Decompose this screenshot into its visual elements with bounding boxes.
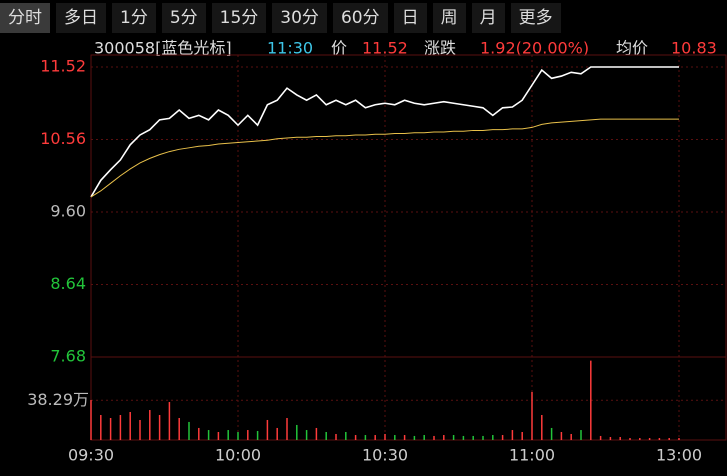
x-tick-label: 10:30 — [362, 446, 408, 465]
time: 11:30 — [267, 39, 313, 58]
tab[interactable]: 周 — [432, 3, 466, 33]
price-label: 价 — [331, 39, 347, 58]
plot-frame — [90, 54, 727, 441]
tab[interactable]: 5分 — [161, 3, 206, 33]
tab[interactable]: 月 — [471, 3, 505, 33]
x-tick-label: 13:00 — [656, 446, 702, 465]
tab[interactable]: 多日 — [56, 3, 106, 33]
tab[interactable]: 日 — [393, 3, 427, 33]
tab-bar: 分时 多日 1分 5分 15分 30分 60分日周月更多 — [0, 0, 727, 34]
tab[interactable]: 1分 — [112, 3, 156, 33]
tab[interactable]: 60分 — [332, 3, 388, 33]
price-line — [90, 118, 679, 198]
y-tick-label: 10.56 — [40, 129, 86, 148]
change: 1.92(20.00%) — [480, 39, 589, 58]
tab[interactable]: 更多 — [510, 3, 561, 33]
x-tick-label: 11:00 — [509, 446, 555, 465]
chart: 300058[蓝色光标] 11:30 价 11.52 涨跌 1.92(20.00… — [27, 39, 727, 465]
stock-code: 300058[蓝色光标] — [94, 39, 232, 58]
tab[interactable]: 30分 — [272, 3, 327, 33]
avg-label: 均价 — [616, 39, 648, 58]
tab[interactable]: 15分 — [211, 3, 267, 33]
x-tick-label: 10:00 — [215, 446, 261, 465]
x-tick-label: 09:30 — [68, 446, 114, 465]
volume-tick-label: 38.29万 — [27, 390, 89, 409]
avg-price: 10.83 — [671, 39, 717, 58]
tab[interactable]: 分时 — [0, 3, 50, 33]
y-tick-label: 9.60 — [50, 202, 86, 221]
y-tick-label: 7.68 — [50, 347, 86, 366]
change-label: 涨跌 — [424, 39, 456, 58]
price-line — [90, 66, 679, 198]
y-tick-label: 8.64 — [50, 274, 86, 293]
price: 11.52 — [362, 39, 408, 58]
y-tick-label: 11.52 — [40, 57, 86, 76]
